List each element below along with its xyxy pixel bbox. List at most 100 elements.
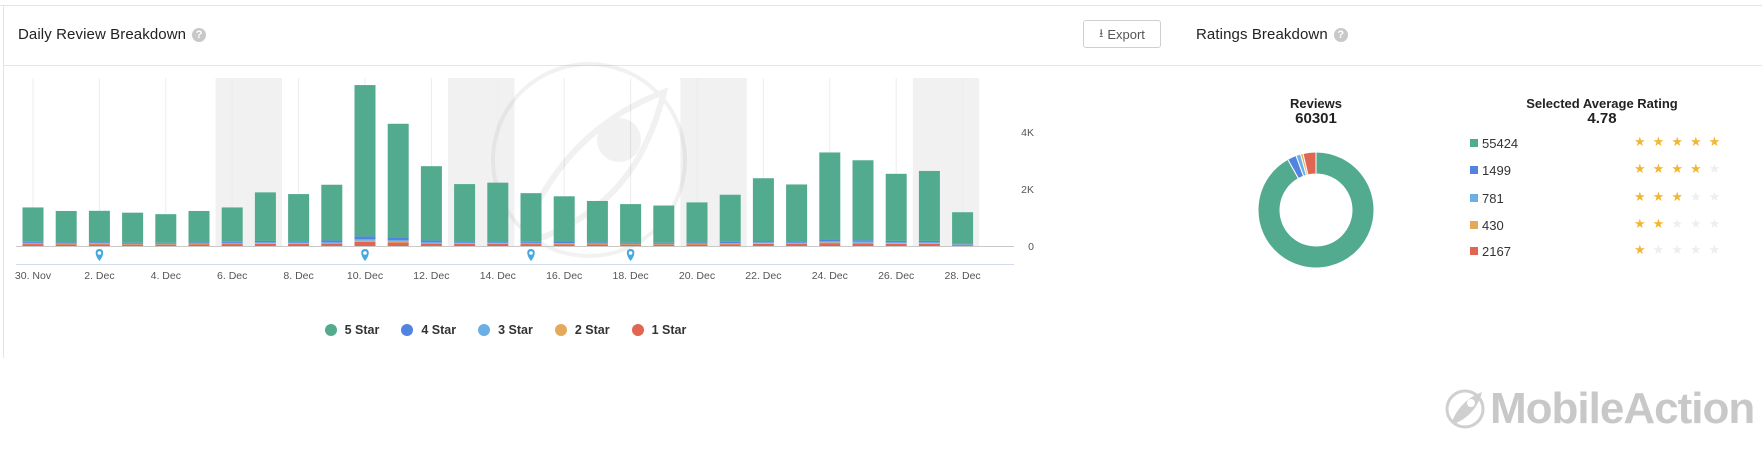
- bar-1-star-24[interactable]: [819, 243, 841, 246]
- bar-2-star-0[interactable]: [22, 243, 44, 245]
- bar-2-star-23[interactable]: [786, 243, 808, 245]
- bar-2-star-15[interactable]: [520, 243, 542, 245]
- bar-2-star-24[interactable]: [819, 242, 841, 244]
- bar-2-star-28[interactable]: [952, 244, 974, 246]
- bar-5-star-17[interactable]: [586, 200, 608, 243]
- bar-4-star-0[interactable]: [22, 241, 44, 243]
- bar-5-star-12[interactable]: [420, 166, 442, 241]
- bar-5-star-14[interactable]: [487, 182, 509, 242]
- bar-1-star-3[interactable]: [122, 244, 144, 246]
- bar-5-star-13[interactable]: [454, 184, 476, 242]
- bar-4-star-12[interactable]: [420, 240, 442, 243]
- bar-4-star-18[interactable]: [620, 242, 642, 244]
- bar-3-star-13[interactable]: [454, 242, 476, 244]
- bar-1-star-0[interactable]: [22, 244, 44, 246]
- bar-2-star-11[interactable]: [387, 241, 409, 243]
- bar-4-star-17[interactable]: [586, 242, 608, 244]
- bar-1-star-6[interactable]: [221, 244, 243, 246]
- bar-3-star-20[interactable]: [686, 243, 708, 244]
- legend-item-2-star[interactable]: 2 Star: [554, 323, 610, 337]
- bar-3-star-18[interactable]: [620, 243, 642, 245]
- bar-3-star-26[interactable]: [885, 242, 907, 244]
- bar-2-star-7[interactable]: [254, 243, 276, 244]
- bar-5-star-28[interactable]: [952, 212, 974, 244]
- donut-slice-1-star[interactable]: [1302, 151, 1317, 176]
- help-icon[interactable]: ?: [192, 28, 207, 42]
- bar-3-star-8[interactable]: [288, 242, 310, 244]
- bar-2-star-10[interactable]: [354, 240, 376, 242]
- event-marker-pin[interactable]: [361, 249, 369, 261]
- bar-3-star-24[interactable]: [819, 241, 841, 243]
- bar-1-star-13[interactable]: [454, 243, 476, 246]
- bar-2-star-9[interactable]: [321, 243, 343, 244]
- bar-1-star-23[interactable]: [786, 243, 808, 246]
- bar-1-star-1[interactable]: [55, 244, 77, 246]
- bar-3-star-0[interactable]: [22, 242, 44, 244]
- bar-4-star-9[interactable]: [321, 240, 343, 243]
- bar-1-star-27[interactable]: [918, 243, 940, 246]
- bar-4-star-1[interactable]: [55, 242, 77, 244]
- bar-4-star-2[interactable]: [88, 242, 110, 244]
- bar-1-star-10[interactable]: [354, 241, 376, 246]
- bar-5-star-19[interactable]: [653, 205, 675, 243]
- bar-2-star-19[interactable]: [653, 244, 675, 245]
- event-marker-pin[interactable]: [527, 249, 535, 261]
- bar-4-star-20[interactable]: [686, 242, 708, 244]
- bar-3-star-14[interactable]: [487, 242, 509, 244]
- bar-3-star-25[interactable]: [852, 241, 874, 243]
- bar-5-star-6[interactable]: [221, 207, 243, 242]
- bar-1-star-4[interactable]: [155, 244, 177, 246]
- bar-5-star-0[interactable]: [22, 207, 44, 242]
- bar-1-star-25[interactable]: [852, 243, 874, 246]
- bar-5-star-26[interactable]: [885, 173, 907, 241]
- bar-1-star-8[interactable]: [288, 243, 310, 246]
- bar-5-star-2[interactable]: [88, 210, 110, 243]
- bar-5-star-21[interactable]: [719, 194, 741, 242]
- bar-5-star-10[interactable]: [354, 85, 376, 237]
- bar-2-star-12[interactable]: [420, 243, 442, 244]
- bar-5-star-7[interactable]: [254, 192, 276, 241]
- bar-2-star-8[interactable]: [288, 243, 310, 244]
- bar-4-star-25[interactable]: [852, 240, 874, 242]
- bar-3-star-4[interactable]: [155, 243, 177, 245]
- bar-5-star-22[interactable]: [752, 178, 774, 242]
- bar-4-star-4[interactable]: [155, 242, 177, 244]
- bar-2-star-18[interactable]: [620, 244, 642, 245]
- bar-5-star-3[interactable]: [122, 212, 144, 243]
- bar-4-star-15[interactable]: [520, 241, 542, 243]
- bar-2-star-22[interactable]: [752, 243, 774, 244]
- bar-4-star-3[interactable]: [122, 242, 144, 244]
- bar-1-star-5[interactable]: [188, 244, 210, 246]
- event-marker-pin[interactable]: [626, 249, 635, 261]
- export-button[interactable]: ⭳ Export: [1083, 20, 1161, 48]
- bar-4-star-13[interactable]: [454, 241, 476, 243]
- bar-5-star-24[interactable]: [819, 152, 841, 240]
- bar-3-star-17[interactable]: [586, 243, 608, 244]
- bar-2-star-17[interactable]: [586, 243, 608, 245]
- bar-4-star-8[interactable]: [288, 241, 310, 243]
- bar-1-star-28[interactable]: [952, 244, 974, 246]
- bar-3-star-2[interactable]: [88, 243, 110, 244]
- event-marker-pin[interactable]: [95, 249, 104, 261]
- bar-1-star-11[interactable]: [387, 242, 409, 246]
- bar-2-star-16[interactable]: [553, 243, 575, 245]
- bar-2-star-13[interactable]: [454, 243, 476, 244]
- bar-3-star-19[interactable]: [653, 243, 675, 245]
- bar-1-star-20[interactable]: [686, 244, 708, 246]
- bar-5-star-23[interactable]: [786, 184, 808, 242]
- bar-5-star-9[interactable]: [321, 184, 343, 241]
- bar-5-star-8[interactable]: [288, 194, 310, 242]
- bar-3-star-1[interactable]: [55, 243, 77, 244]
- help-icon[interactable]: ?: [1333, 28, 1348, 42]
- bar-5-star-15[interactable]: [520, 193, 542, 242]
- bar-1-star-2[interactable]: [88, 244, 110, 246]
- bar-3-star-7[interactable]: [254, 242, 276, 244]
- bar-2-star-27[interactable]: [918, 243, 940, 244]
- bar-1-star-17[interactable]: [586, 244, 608, 246]
- bar-5-star-5[interactable]: [188, 210, 210, 243]
- bar-1-star-15[interactable]: [520, 244, 542, 246]
- bar-4-star-24[interactable]: [819, 239, 841, 242]
- bar-3-star-11[interactable]: [387, 240, 409, 242]
- bar-4-star-23[interactable]: [786, 241, 808, 243]
- legend-item-3-star[interactable]: 3 Star: [478, 323, 533, 337]
